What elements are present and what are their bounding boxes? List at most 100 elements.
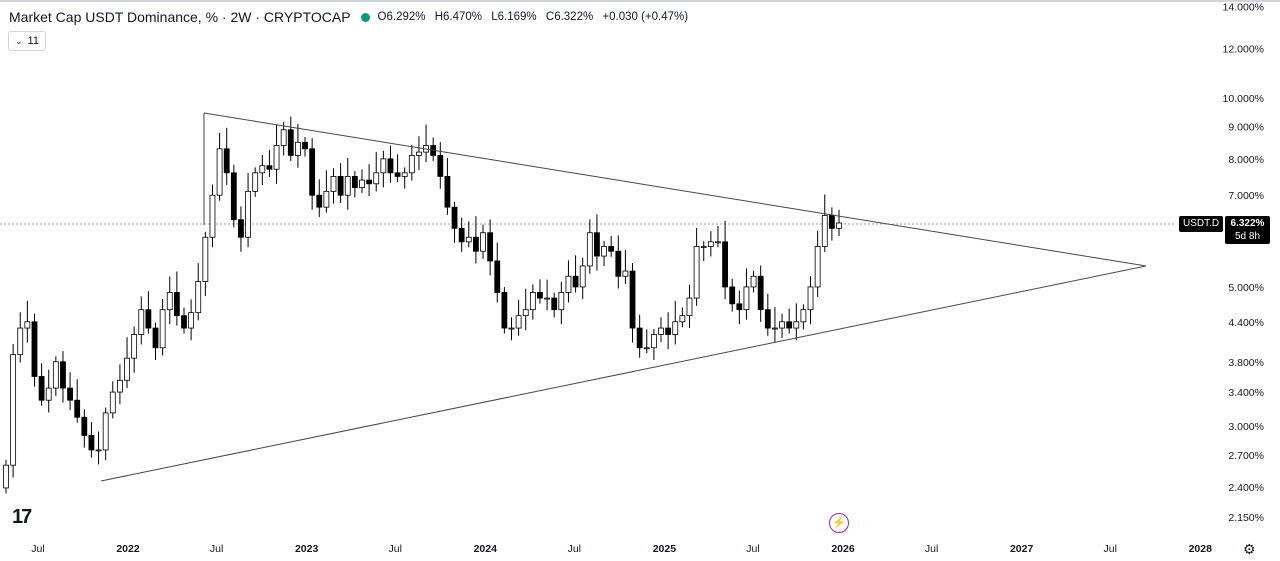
tradingview-logo-icon[interactable]: 17 bbox=[12, 506, 32, 528]
candle-body bbox=[259, 165, 266, 174]
candle-body bbox=[579, 265, 586, 288]
indicators-toggle-button[interactable]: ⌄ 11 bbox=[8, 31, 46, 51]
price-axis-tick: 4.400% bbox=[1228, 317, 1264, 329]
candle-body bbox=[17, 327, 24, 356]
candle-body bbox=[444, 176, 451, 208]
chevron-down-icon: ⌄ bbox=[15, 35, 23, 46]
candle-body bbox=[558, 292, 565, 311]
candle-body bbox=[152, 327, 159, 349]
candle-body bbox=[465, 236, 472, 243]
high-label: H bbox=[434, 11, 444, 23]
candle-body bbox=[323, 190, 330, 208]
candle-body bbox=[544, 297, 550, 300]
candle-body bbox=[679, 315, 686, 323]
lightning-bolt-icon[interactable]: ⚡ bbox=[829, 513, 849, 533]
price-axis-tick: 14.000% bbox=[1223, 1, 1264, 13]
candle-body bbox=[472, 236, 479, 252]
candle-body bbox=[757, 275, 764, 311]
low-value: 6.169% bbox=[497, 11, 537, 23]
candle-body bbox=[487, 232, 494, 262]
candle-body bbox=[31, 321, 38, 377]
candle-body bbox=[515, 315, 522, 329]
time-axis-tick: 2027 bbox=[1010, 543, 1034, 555]
gear-icon[interactable]: ⚙ bbox=[1243, 541, 1256, 557]
candle-body bbox=[650, 334, 657, 349]
candle-body bbox=[302, 141, 308, 150]
candle-body bbox=[10, 354, 17, 466]
candle-body bbox=[280, 129, 287, 146]
candle-body bbox=[359, 179, 365, 188]
candle-body bbox=[800, 309, 807, 323]
low-label: L bbox=[491, 11, 498, 23]
candle-body bbox=[330, 176, 337, 192]
candle-body bbox=[821, 215, 828, 247]
candle-body bbox=[572, 275, 579, 288]
time-axis-tick: 2022 bbox=[116, 543, 140, 555]
last-price-box: 6.322% 5d 8h bbox=[1225, 216, 1270, 244]
candle-body bbox=[166, 292, 173, 311]
symbol-title[interactable]: Market Cap USDT Dominance, % · 2W · CRYP… bbox=[9, 9, 351, 25]
candle-body bbox=[337, 176, 344, 196]
candle-body bbox=[793, 321, 800, 329]
candle-body bbox=[131, 334, 138, 359]
candle-body bbox=[529, 292, 536, 311]
candle-body bbox=[551, 297, 558, 311]
triangle-upper-trendline bbox=[203, 112, 1147, 267]
time-axis-tick: 2028 bbox=[1189, 543, 1213, 555]
candle-body bbox=[88, 435, 95, 451]
candle-body bbox=[622, 270, 629, 277]
time-axis-tick: 2026 bbox=[831, 543, 855, 555]
candle-body bbox=[223, 148, 230, 174]
candle-body bbox=[238, 219, 244, 238]
candle-body bbox=[522, 309, 529, 317]
candle-body bbox=[764, 309, 771, 329]
price-axis: 14.000% 12.000% 10.000% 9.000% 8.000% 7.000% 5… bbox=[1223, 1, 1264, 524]
candle-body bbox=[209, 194, 216, 238]
candle-body bbox=[786, 321, 793, 329]
candle-body bbox=[828, 215, 835, 229]
candle-body bbox=[736, 303, 743, 311]
candle-body bbox=[109, 391, 116, 414]
candle-body bbox=[74, 399, 81, 418]
candle-body bbox=[173, 292, 180, 317]
candle-body bbox=[145, 309, 152, 329]
price-axis-tick: 3.000% bbox=[1228, 421, 1264, 433]
candle-body bbox=[700, 246, 707, 248]
price-axis-tick: 7.000% bbox=[1228, 190, 1264, 202]
price-axis-tick: 5.000% bbox=[1228, 282, 1264, 294]
last-price-value: 6.322% bbox=[1230, 218, 1265, 229]
candle-body bbox=[295, 141, 301, 156]
candle-body bbox=[24, 321, 31, 329]
price-axis-tick: 2.150% bbox=[1228, 512, 1264, 524]
candle-body bbox=[394, 172, 401, 177]
candle-body bbox=[373, 172, 380, 185]
candle-body bbox=[722, 241, 728, 288]
candle-body bbox=[287, 129, 294, 156]
candle-body bbox=[615, 250, 622, 277]
candle-body bbox=[565, 275, 572, 293]
candle-body bbox=[38, 376, 45, 401]
price-axis-tick: 2.400% bbox=[1228, 482, 1264, 494]
candle-body bbox=[387, 158, 394, 174]
indicators-count: 11 bbox=[27, 35, 39, 47]
candle-body bbox=[836, 222, 842, 229]
candle-body bbox=[117, 379, 123, 393]
candle-body bbox=[643, 347, 650, 350]
candle-body bbox=[707, 241, 714, 247]
candle-body bbox=[508, 327, 515, 330]
change-value: +0.030 (+0.47%) bbox=[602, 11, 689, 23]
time-axis: Jul 2022 Jul 2023 Jul 2024 Jul 2025 Jul 2026 Jul 20… bbox=[31, 543, 1212, 555]
candle-body bbox=[743, 286, 750, 311]
triangle-lower-trendline bbox=[100, 265, 1147, 482]
candle-body bbox=[252, 172, 259, 192]
time-axis-tick: Jul bbox=[388, 543, 401, 555]
candle-body bbox=[60, 361, 66, 389]
candle-body bbox=[52, 361, 59, 389]
bar-countdown: 5d 8h bbox=[1234, 231, 1261, 242]
close-value: 6.322% bbox=[554, 11, 594, 23]
candle-body bbox=[159, 309, 166, 349]
candle-body bbox=[216, 148, 223, 196]
close-label: C bbox=[545, 11, 555, 23]
candle-body bbox=[102, 412, 109, 451]
